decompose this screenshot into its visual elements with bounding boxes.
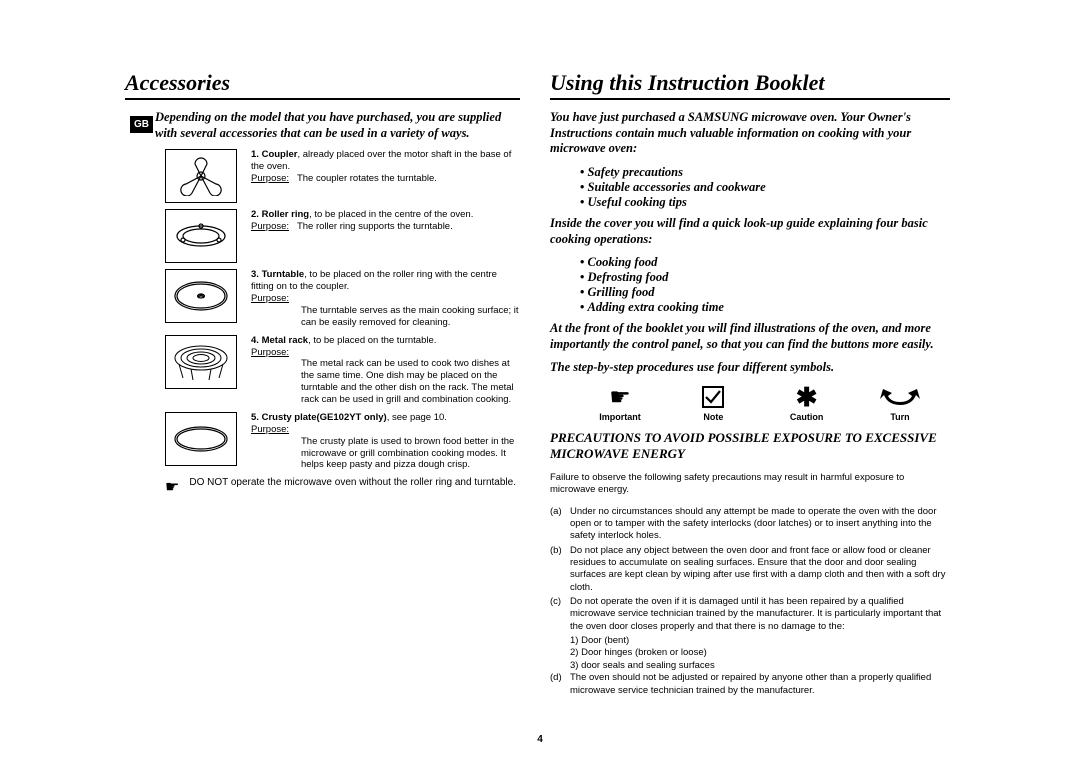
precautions-list: (a)Under no circumstances should any att… — [550, 506, 950, 633]
accessory-text-5: 5. Crusty plate(GE102YT only), see page … — [251, 412, 520, 471]
left-intro: Depending on the model that you have pur… — [155, 110, 520, 141]
list-item-c: (c)Do not operate the oven if it is dama… — [550, 596, 950, 633]
accessory-row-2: 2. Roller ring, to be placed in the cent… — [125, 209, 520, 263]
list-item: Defrosting food — [580, 270, 950, 285]
checkbox-icon — [673, 384, 753, 410]
coupler-icon — [165, 149, 237, 203]
right-p2: Inside the cover you will find a quick l… — [550, 216, 950, 247]
symbol-caution: ✱ Caution — [767, 384, 847, 422]
booklet-title: Using this Instruction Booklet — [550, 70, 950, 100]
accessory-row-4: 4. Metal rack, to be placed on the turnt… — [125, 335, 520, 406]
list-item-b: (b)Do not place any object between the o… — [550, 545, 950, 594]
note-text: DO NOT operate the microwave oven withou… — [189, 477, 516, 488]
accessories-title: Accessories — [125, 70, 520, 100]
accessory-text-2: 2. Roller ring, to be placed in the cent… — [251, 209, 520, 233]
list-item: Suitable accessories and cookware — [580, 180, 950, 195]
accessory-row-1: 1. Coupler, already placed over the moto… — [125, 149, 520, 203]
list-item-d: (d)The oven should not be adjusted or re… — [550, 672, 950, 697]
accessory-text-4: 4. Metal rack, to be placed on the turnt… — [251, 335, 520, 406]
symbol-note: Note — [673, 384, 753, 422]
pointing-hand-icon: ☛ — [580, 384, 660, 410]
accessory-text-1: 1. Coupler, already placed over the moto… — [251, 149, 520, 185]
turntable-icon — [165, 269, 237, 323]
list-item: Cooking food — [580, 255, 950, 270]
crusty-plate-icon — [165, 412, 237, 466]
turn-icon — [860, 384, 940, 410]
right-p4: The step-by-step procedures use four dif… — [550, 360, 950, 376]
right-p3: At the front of the booklet you will fin… — [550, 321, 950, 352]
precautions-lead: Failure to observe the following safety … — [550, 472, 950, 497]
damage-list: 1) Door (bent) 2) Door hinges (broken or… — [570, 635, 950, 672]
list-item: Useful cooking tips — [580, 195, 950, 210]
roller-ring-icon — [165, 209, 237, 263]
list-item: Grilling food — [580, 285, 950, 300]
list-item: Adding extra cooking time — [580, 300, 950, 315]
accessory-text-3: 3. Turntable, to be placed on the roller… — [251, 269, 520, 328]
symbol-important: ☛ Important — [580, 384, 660, 422]
asterisk-icon: ✱ — [767, 384, 847, 410]
bullet-list-1: Safety precautions Suitable accessories … — [580, 165, 950, 210]
pointing-hand-icon: ☛ — [165, 477, 179, 497]
note-row: ☛ DO NOT operate the microwave oven with… — [165, 477, 520, 497]
page-number: 4 — [537, 734, 543, 745]
bullet-list-2: Cooking food Defrosting food Grilling fo… — [580, 255, 950, 315]
list-item: Safety precautions — [580, 165, 950, 180]
symbol-turn: Turn — [860, 384, 940, 422]
accessory-row-5: 5. Crusty plate(GE102YT only), see page … — [125, 412, 520, 471]
page: GB Accessories Depending on the model th… — [0, 0, 1080, 763]
right-column: Using this Instruction Booklet You have … — [550, 70, 950, 699]
left-column: Accessories Depending on the model that … — [125, 70, 520, 497]
accessory-row-3: 3. Turntable, to be placed on the roller… — [125, 269, 520, 328]
symbols-row: ☛ Important Note ✱ Caution Turn — [580, 384, 940, 422]
list-item-a: (a)Under no circumstances should any att… — [550, 506, 950, 543]
metal-rack-icon — [165, 335, 237, 389]
right-p1: You have just purchased a SAMSUNG microw… — [550, 110, 950, 157]
precautions-title: PRECAUTIONS TO AVOID POSSIBLE EXPOSURE T… — [550, 430, 950, 462]
precautions-list-2: (d)The oven should not be adjusted or re… — [550, 672, 950, 697]
